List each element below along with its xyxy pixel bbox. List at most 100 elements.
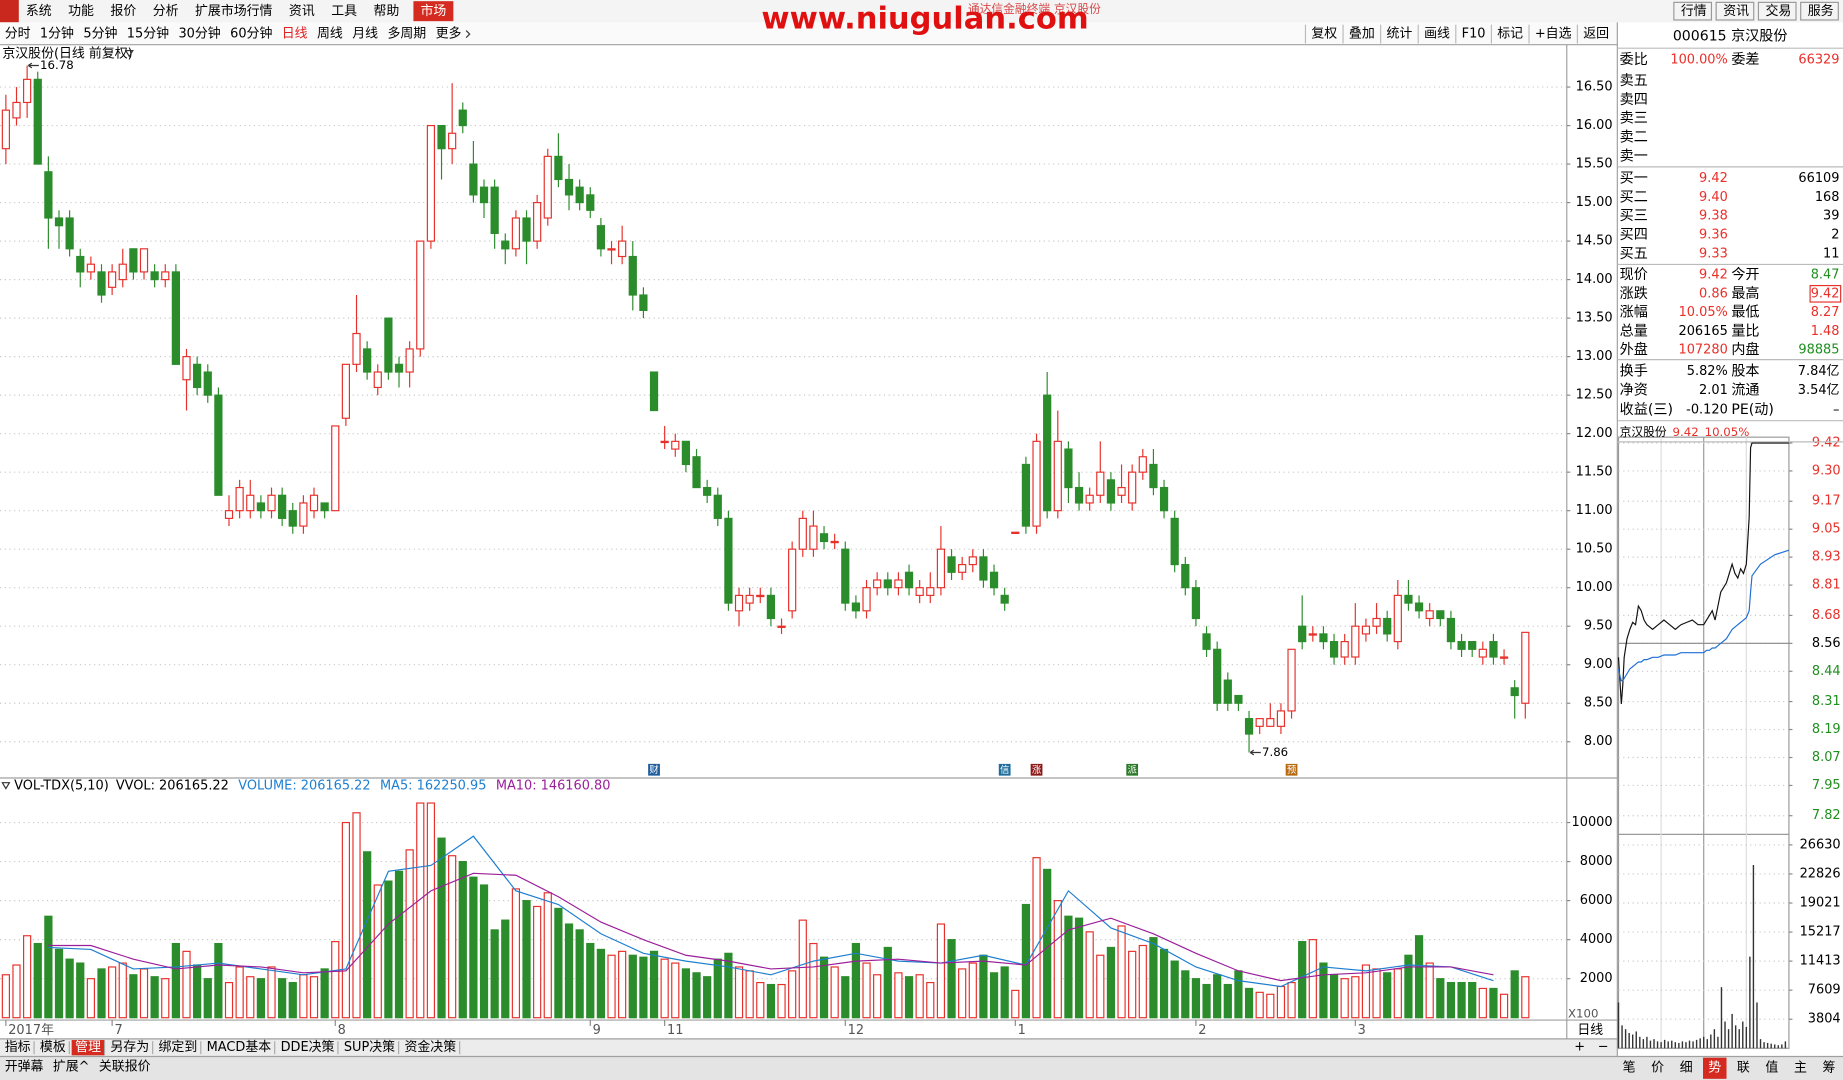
- candle-body: [1053, 440, 1062, 512]
- period-tab[interactable]: 30分钟: [178, 26, 220, 42]
- period-tab[interactable]: 15分钟: [127, 26, 169, 42]
- tool-button[interactable]: 返回: [1583, 27, 1609, 42]
- volume-bar: [766, 983, 776, 1019]
- menu-item[interactable]: 工具: [331, 4, 357, 19]
- volume-bar: [1255, 991, 1264, 1019]
- volume-bar: [607, 954, 616, 1019]
- tool-button[interactable]: 标记: [1497, 27, 1523, 42]
- quote-value: 2.01: [1699, 383, 1728, 398]
- candle-body: [819, 533, 829, 543]
- ask-label: 卖一: [1620, 148, 1648, 164]
- tool-button[interactable]: 统计: [1387, 27, 1413, 42]
- volume-bar: [649, 950, 659, 1019]
- side-tab[interactable]: 势: [1708, 1060, 1721, 1076]
- top-button[interactable]: 交易: [1765, 3, 1791, 19]
- x-tick-label: 3: [1358, 1023, 1366, 1038]
- dropdown-icon[interactable]: [1, 782, 11, 790]
- period-tab[interactable]: 月线: [352, 27, 378, 42]
- indicator-tab[interactable]: 资金决策: [404, 1039, 456, 1055]
- volume-bar: [989, 972, 999, 1019]
- app-icon: [0, 0, 19, 23]
- period-tab[interactable]: 1分钟: [40, 26, 74, 42]
- indicator-value: VOLUME: 206165.22: [238, 779, 370, 794]
- side-tab[interactable]: 筹: [1823, 1060, 1836, 1076]
- menu-item[interactable]: 功能: [68, 4, 94, 19]
- side-tab[interactable]: 联: [1737, 1061, 1750, 1076]
- candle-body: [182, 356, 191, 381]
- y-tick-label: 11.50: [1576, 465, 1613, 480]
- indicator-tab[interactable]: 模板: [40, 1040, 66, 1055]
- period-tab[interactable]: 更多: [436, 27, 462, 42]
- side-tab[interactable]: 价: [1651, 1061, 1664, 1076]
- period-tab[interactable]: 周线: [317, 27, 343, 42]
- indicator-tab[interactable]: 绑定到: [159, 1040, 198, 1055]
- menu-item[interactable]: 系统: [26, 4, 52, 19]
- candle-body: [1117, 486, 1126, 496]
- watermark: www.niugulan.com: [761, 1, 1088, 36]
- x-tick-label: 8: [338, 1023, 346, 1038]
- period-tab[interactable]: 60分钟: [230, 26, 272, 42]
- candle-body: [586, 194, 595, 211]
- candle-body: [1361, 625, 1371, 635]
- event-icon[interactable]: [1285, 763, 1298, 776]
- volume-bar: [278, 978, 287, 1019]
- status-item[interactable]: 开弹幕: [5, 1060, 44, 1075]
- y-tick-label: 15.50: [1576, 157, 1613, 172]
- candle-body: [384, 317, 393, 373]
- volume-bar: [1457, 981, 1466, 1019]
- indicator-tab[interactable]: 另存为: [110, 1040, 149, 1055]
- tool-button[interactable]: 叠加: [1349, 27, 1375, 42]
- candle-body: [1244, 718, 1254, 735]
- quote-value: 1.48: [1811, 324, 1840, 339]
- top-button[interactable]: 资讯: [1723, 4, 1749, 19]
- event-icon[interactable]: [648, 763, 660, 776]
- top-button[interactable]: 行情: [1681, 4, 1707, 19]
- menu-item[interactable]: 报价: [110, 4, 136, 19]
- volume-bar: [12, 964, 21, 1019]
- volume-bar: [1191, 978, 1201, 1019]
- side-tab[interactable]: 笔: [1623, 1060, 1636, 1076]
- volume-bar: [479, 884, 489, 1019]
- menu-item[interactable]: 扩展市场行情: [195, 3, 273, 19]
- event-icon[interactable]: [998, 763, 1011, 776]
- tool-button[interactable]: +自选: [1535, 27, 1572, 42]
- menu-item-market[interactable]: 市场: [420, 3, 446, 19]
- x-tick-label: 7: [114, 1023, 122, 1038]
- side-tab[interactable]: 细: [1680, 1061, 1693, 1076]
- period-tab[interactable]: 5分钟: [83, 26, 117, 42]
- top-button[interactable]: 服务: [1808, 3, 1834, 19]
- event-icon[interactable]: [1030, 763, 1043, 776]
- status-item[interactable]: 关联报价: [99, 1060, 151, 1075]
- date-axis-area: [0, 1020, 1567, 1039]
- tool-button[interactable]: F10: [1462, 27, 1486, 42]
- candle-body: [1404, 594, 1413, 604]
- candle-body: [1383, 617, 1392, 635]
- indicator-tab[interactable]: SUP决策: [344, 1039, 395, 1055]
- x-tick-label: 11: [667, 1023, 683, 1038]
- period-tab[interactable]: 分时: [5, 27, 31, 42]
- candle-body: [309, 494, 319, 512]
- status-item[interactable]: 扩展^: [53, 1060, 90, 1075]
- indicator-tab[interactable]: MACD基本: [207, 1040, 272, 1055]
- indicator-tab[interactable]: 指标: [5, 1040, 31, 1055]
- quote-label: 今开: [1731, 267, 1759, 283]
- side-tab[interactable]: 值: [1765, 1060, 1778, 1076]
- indicator-tab[interactable]: DDE决策: [281, 1039, 335, 1055]
- zoom-button[interactable]: +: [1574, 1040, 1585, 1055]
- volume-bar: [256, 978, 266, 1019]
- menu-item[interactable]: 帮助: [373, 4, 399, 19]
- side-tab[interactable]: 主: [1794, 1061, 1807, 1076]
- tool-button[interactable]: 画线: [1424, 27, 1450, 42]
- indicator-tab[interactable]: 管理: [75, 1040, 101, 1055]
- menu-item[interactable]: 资讯: [289, 4, 315, 19]
- candle-body: [1255, 718, 1264, 727]
- tool-button[interactable]: 复权: [1311, 26, 1337, 42]
- zoom-button[interactable]: −: [1598, 1040, 1609, 1055]
- volume-bar: [416, 802, 425, 1019]
- period-tab[interactable]: 日线: [282, 27, 308, 42]
- dropdown-icon[interactable]: [124, 49, 134, 58]
- period-tab[interactable]: 多周期: [387, 27, 426, 42]
- menu-item[interactable]: 分析: [153, 4, 179, 19]
- event-icon[interactable]: [1126, 763, 1139, 776]
- quote-label: 换手: [1620, 362, 1648, 379]
